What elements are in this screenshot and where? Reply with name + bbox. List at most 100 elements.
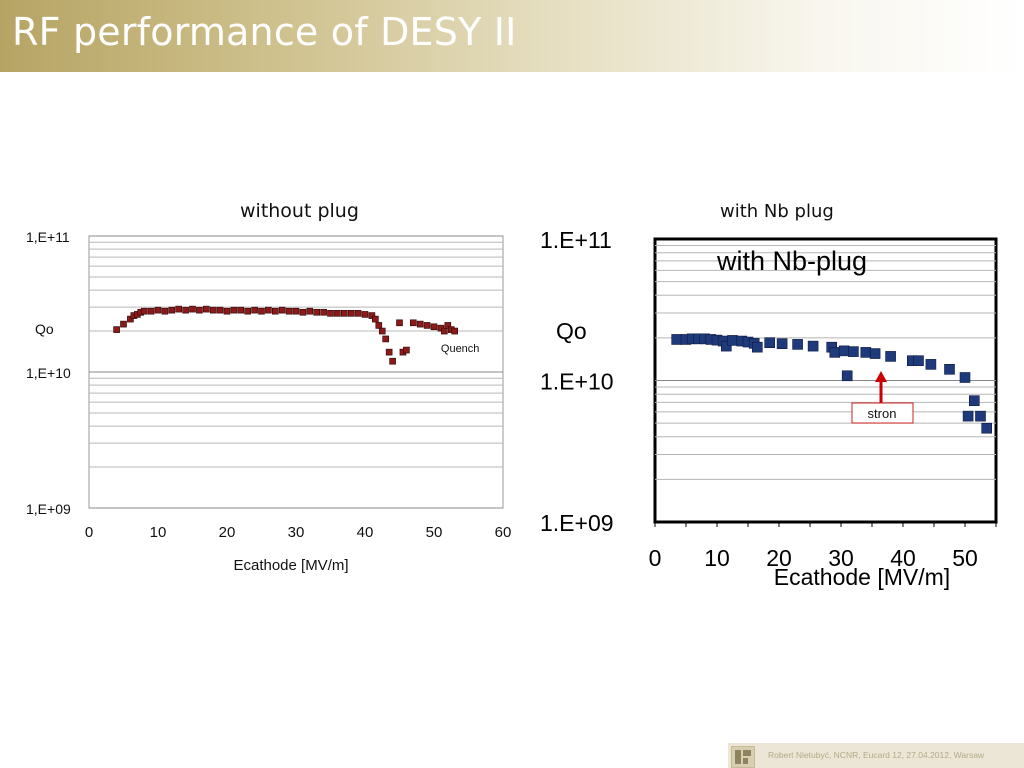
left-x-tick-label: 20 [219,524,236,541]
right-x-tick-label: 10 [704,545,730,571]
right-data-point [751,341,763,353]
left-data-point [327,310,334,317]
right-x-tick-label: 20 [766,545,792,571]
right-data-point [671,334,683,345]
left-data-point [378,327,386,335]
right-data-point [981,422,993,434]
left-data-point [271,307,279,315]
left-data-point [444,322,452,329]
left-data-point [423,322,431,329]
right-x-axis-label: Ecathode [MV/m] [774,564,950,590]
left-x-tick-label: 10 [150,524,167,541]
left-data-point [306,307,314,315]
left-data-point [230,306,238,314]
left-data-point [403,346,410,354]
right-data-point [838,345,850,357]
annotation-box [851,402,914,424]
left-data-point [385,348,393,356]
left-data-point [196,306,203,314]
left-data-point [140,307,148,315]
left-data-point [354,310,362,317]
right-y-tick-label: 1.E+09 [540,510,614,536]
left-data-point [265,306,272,314]
left-data-point [430,323,438,331]
left-data-point [120,320,127,328]
right-data-point [885,351,896,362]
left-data-point [334,310,341,317]
right-data-point [913,355,924,367]
arrow-head [875,371,887,382]
left-data-point [251,306,258,314]
right-x-tick-label: 40 [890,545,916,571]
left-data-point [175,305,182,313]
left-y-tick-label: 1,E+10 [26,365,71,381]
left-data-point [441,327,448,335]
slide-title: RF performance of DESY II [12,10,517,54]
right-data-point [841,370,853,382]
left-y-tick-label: 1,E+11 [26,229,70,245]
left-data-point [258,307,265,315]
footer-text: Robert Nietubyć, NCNR, Eucard 12, 27.04.… [768,750,985,760]
right-chart-subtitle: with Nb-plug [716,246,867,276]
left-data-point [368,312,376,319]
left-data-point [285,307,293,315]
right-data-point [764,337,776,348]
title-bar: RF performance of DESY II [0,0,1024,72]
left-data-point [216,306,224,314]
right-data-point [829,347,841,358]
right-data-point [720,340,732,352]
right-data-point [776,338,788,349]
left-data-point [168,306,176,314]
right-data-point [968,395,980,406]
left-data-point [299,308,307,316]
right-y-axis-label: Qo [556,318,587,344]
left-data-point [147,307,155,315]
left-chart-title: without plug [240,200,359,222]
left-x-tick-label: 30 [288,524,305,541]
right-chart-title: with Nb plug [720,201,834,222]
left-data-point [161,307,169,315]
right-data-point [727,335,738,346]
left-data-point [113,326,120,333]
left-data-point [127,315,134,323]
left-x-axis-label: Ecathode [MV/m] [233,557,348,574]
footer-bar: Robert Nietubyć, NCNR, Eucard 12, 27.04.… [728,743,1024,768]
left-x-tick-label: 0 [85,524,93,541]
left-y-axis-label: Qo [35,321,54,337]
right-data-point [925,359,937,370]
left-data-point [396,319,403,327]
right-x-tick-label: 0 [649,545,662,571]
left-data-point [389,357,396,365]
right-data-point [807,340,819,352]
left-data-point [237,306,245,314]
right-data-point [975,410,986,422]
left-data-point [451,327,459,335]
left-data-point [372,315,379,323]
eucard-logo [731,746,755,768]
right-data-point [792,339,803,350]
left-data-point [209,306,217,314]
right-y-tick-label: 1.E+10 [540,369,614,395]
right-x-tick-label: 50 [952,545,978,571]
right-data-point [944,363,955,375]
left-data-point [203,305,210,313]
right-data-point [962,410,974,422]
left-x-tick-label: 50 [426,524,443,541]
left-x-tick-label: 40 [357,524,374,541]
right-data-point [848,346,859,357]
left-data-point [313,308,321,316]
left-data-point [382,335,390,343]
left-data-point [340,310,348,317]
stron-annotation: stron [868,406,897,421]
left-y-tick-label: 1,E+09 [26,501,71,517]
left-data-point [375,322,383,329]
left-data-point [154,306,162,314]
left-data-point [347,310,355,317]
left-data-point [189,305,196,313]
right-data-point [959,372,971,383]
right-data-point [869,348,881,359]
left-data-point [292,307,300,315]
right-y-tick-label: 1.E+11 [540,227,612,253]
left-data-point [409,319,417,327]
